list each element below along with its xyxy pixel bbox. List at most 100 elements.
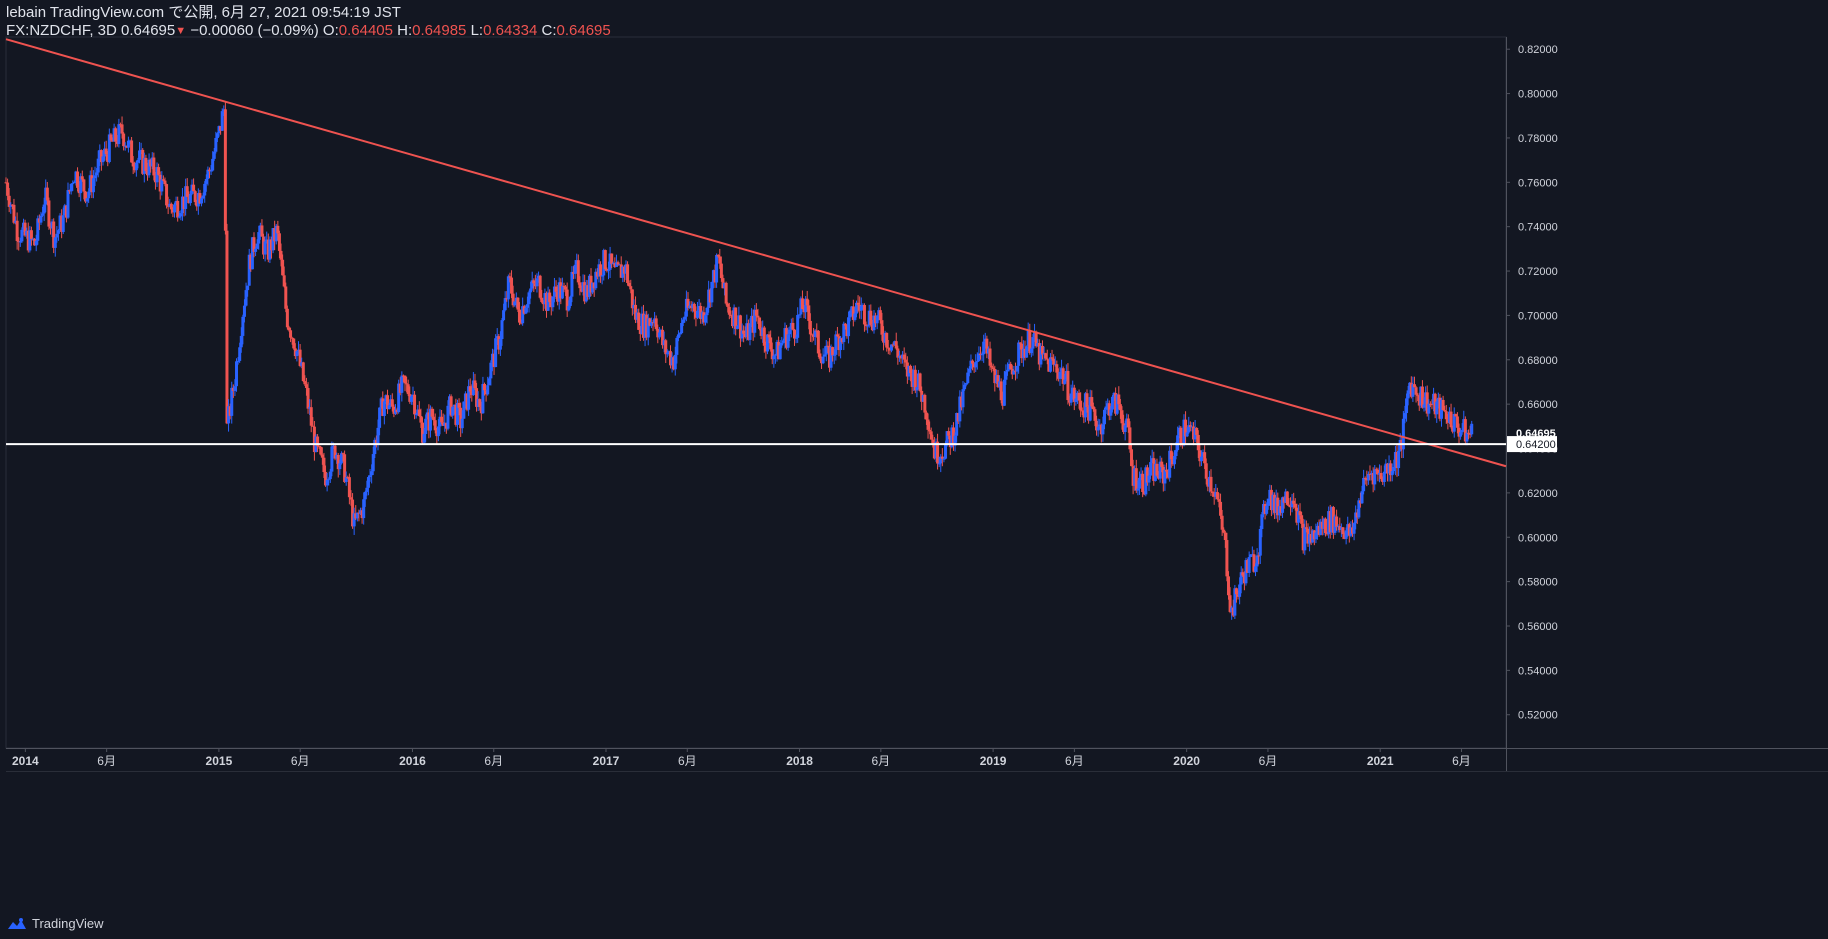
candle-body xyxy=(551,296,555,308)
candle-body xyxy=(274,225,278,242)
candle-body xyxy=(886,347,890,349)
candle-body xyxy=(506,276,510,300)
candle-body xyxy=(607,269,611,271)
candle-body xyxy=(425,412,429,419)
candle-body xyxy=(1168,450,1172,478)
candle-body xyxy=(686,298,690,308)
time-tick-label: 6月 xyxy=(1065,754,1084,768)
time-axis[interactable]: 2014 6月 2015 6月 2016 6月 2017 6月 2018 6月 2019 6月 2020… xyxy=(12,748,1471,768)
candle-body xyxy=(382,401,386,416)
candle-body xyxy=(362,499,366,519)
symbol-label[interactable]: FX:NZDCHF, 3D xyxy=(6,22,117,39)
candle-body xyxy=(1152,458,1156,481)
candle-body xyxy=(1462,419,1466,431)
candle-body xyxy=(540,297,544,303)
candle-body xyxy=(1311,530,1315,543)
candle-body xyxy=(572,271,576,274)
candle-body xyxy=(789,322,793,330)
candle-body xyxy=(1063,379,1067,384)
candle-body xyxy=(1393,451,1397,468)
candle-body xyxy=(1451,427,1455,432)
open-label: O: xyxy=(322,22,339,39)
candle-body xyxy=(1295,507,1299,523)
candle-body xyxy=(91,178,95,193)
candle-body xyxy=(1387,463,1391,474)
candle-body xyxy=(1339,527,1343,531)
candle-body xyxy=(1023,348,1027,358)
candle-body xyxy=(990,365,994,368)
candle-body xyxy=(769,337,773,350)
candle-body xyxy=(707,289,711,308)
candle-body xyxy=(729,314,733,316)
candle-body xyxy=(1459,432,1463,437)
candle-body xyxy=(438,416,442,427)
candle-body xyxy=(230,387,234,416)
candle-body xyxy=(754,309,758,316)
candle-body xyxy=(1317,525,1321,535)
price-axis[interactable]: 0.52000 0.54000 0.56000 0.58000 0.60000 0.620… xyxy=(1506,44,1558,722)
candle-body xyxy=(1142,492,1146,495)
candle-body xyxy=(1106,403,1110,407)
brand-label: TradingView xyxy=(32,916,104,931)
candle-body xyxy=(452,404,456,407)
candle-body xyxy=(366,477,370,488)
candle-body xyxy=(392,406,396,414)
candle-body xyxy=(885,332,889,348)
candle-body xyxy=(330,446,334,472)
candle-body xyxy=(800,298,804,310)
candle-body xyxy=(405,383,409,385)
candle-body xyxy=(853,313,857,320)
time-tick-label: 2016 xyxy=(399,754,426,768)
candle-body xyxy=(770,349,774,360)
candle-body xyxy=(279,250,283,260)
candle-body xyxy=(726,303,730,307)
candle-body xyxy=(276,225,280,234)
candle-body xyxy=(430,408,434,417)
drawings-layer[interactable] xyxy=(5,38,1507,468)
candle-body xyxy=(1247,557,1251,573)
candle-body xyxy=(1047,359,1051,372)
ohlc-line: FX:NZDCHF, 3D 0.64695▼ −0.00060 (−0.09%)… xyxy=(6,22,611,40)
candle-body xyxy=(1217,499,1221,502)
candle-body xyxy=(17,241,21,243)
candle-body xyxy=(246,285,250,291)
candle-body xyxy=(810,334,814,336)
candle-body xyxy=(1145,467,1149,483)
candle-body xyxy=(560,285,564,299)
candle-body xyxy=(1064,370,1068,380)
candle-body xyxy=(10,204,14,206)
candle-body xyxy=(1036,343,1040,347)
candle-body xyxy=(524,307,528,314)
branding[interactable]: TradingView xyxy=(6,916,104,931)
candle-body xyxy=(271,228,275,251)
candle-body xyxy=(1352,523,1356,534)
candle-body xyxy=(1328,511,1332,533)
candle-body xyxy=(751,315,755,333)
candle-body xyxy=(476,399,480,407)
candle-body xyxy=(802,309,806,313)
candle-body xyxy=(611,263,615,265)
candle-body xyxy=(444,422,448,429)
candle-body xyxy=(537,275,541,279)
candle-body xyxy=(980,354,984,356)
candle-body xyxy=(66,190,70,218)
candle-body xyxy=(1021,348,1025,359)
candle-body xyxy=(699,305,703,320)
candle-body xyxy=(1088,397,1092,421)
price-tick-label: 0.80000 xyxy=(1518,89,1558,101)
candle-body xyxy=(173,204,177,213)
candle-body xyxy=(416,409,420,415)
candle-body xyxy=(1349,527,1353,536)
candle-body xyxy=(716,255,720,257)
candle-body xyxy=(1331,507,1335,533)
candle-body xyxy=(587,275,591,297)
candle-body xyxy=(258,225,262,233)
descending-trendline[interactable] xyxy=(5,38,1507,468)
candle-body xyxy=(673,354,677,370)
candle-body xyxy=(459,407,463,429)
candle-body xyxy=(1260,514,1264,530)
candle-body xyxy=(610,253,614,264)
candle-body xyxy=(788,329,792,335)
candle-body xyxy=(365,487,369,492)
